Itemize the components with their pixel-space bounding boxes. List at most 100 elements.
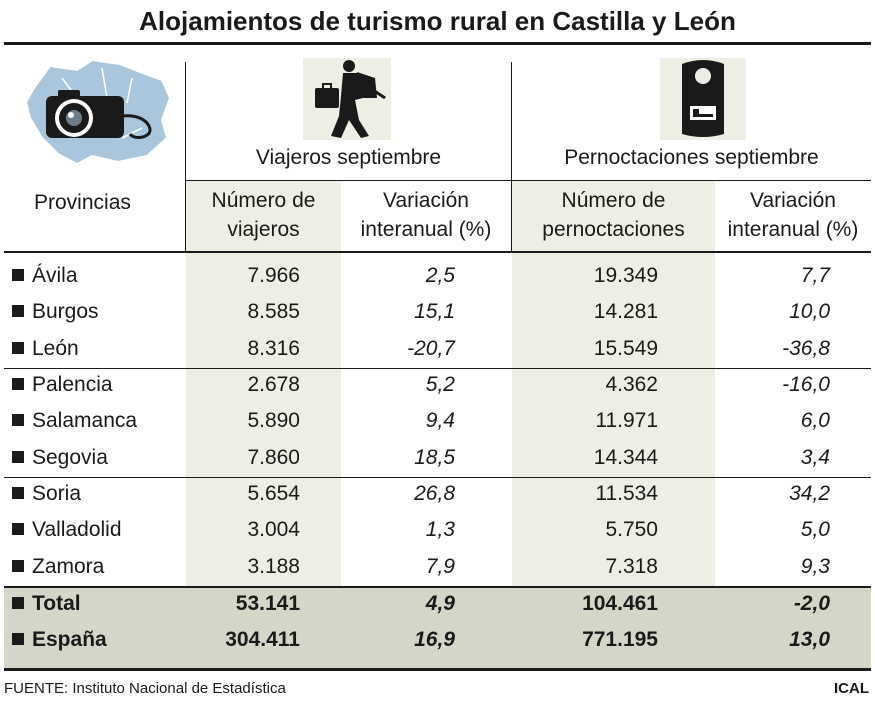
province-label: Valladolid [32, 518, 122, 541]
header-num-viajeros: Número de viajeros [211, 189, 316, 241]
map-with-camera-icon [22, 58, 172, 168]
square-bullet-icon [12, 342, 24, 354]
cell-viajeros: 5.890 [247, 409, 300, 432]
traveler-with-luggage-icon [303, 58, 391, 140]
cell-var_p: -2,0 [793, 592, 830, 615]
group-header-viajeros: Viajeros septiembre [255, 146, 442, 169]
cell-viajeros: 8.316 [247, 337, 300, 360]
province-name: Zamora [12, 549, 104, 585]
cell-var_v: 5,2 [425, 373, 455, 396]
totals-rule [4, 586, 871, 588]
viajeros-column-shade [186, 181, 341, 586]
header-var-pernoctaciones: Variación interanual (%) [727, 189, 859, 241]
cell-var_p: 9,3 [800, 555, 830, 578]
divider [185, 62, 186, 252]
province-label: Salamanca [32, 409, 138, 432]
cell-pernoct: 19.349 [593, 264, 658, 287]
province-label: Burgos [32, 300, 99, 323]
square-bullet-icon [12, 523, 24, 535]
province-name: Burgos [12, 294, 99, 330]
group-header-pernoctaciones: Pernoctaciones septiembre [564, 146, 819, 169]
group-rule [185, 180, 871, 181]
province-label: Soria [32, 482, 82, 505]
cell-var_p: -36,8 [782, 337, 830, 360]
cell-var_p: 5,0 [800, 518, 830, 541]
cell-viajeros: 7.860 [247, 446, 300, 469]
cell-pernoct: 14.281 [593, 300, 658, 323]
square-bullet-icon [12, 633, 24, 645]
page-title: Alojamientos de turismo rural en Castill… [139, 6, 736, 36]
cell-pernoct: 104.461 [582, 592, 658, 615]
header-num-pernoctaciones: Número de pernoctaciones [542, 189, 685, 241]
cell-var_v: 26,8 [414, 482, 455, 505]
cell-var_p: 34,2 [789, 482, 830, 505]
cell-pernoct: 7.318 [605, 555, 658, 578]
square-bullet-icon [12, 560, 24, 572]
cell-pernoct: 771.195 [582, 628, 658, 651]
province-name: Salamanca [12, 403, 137, 439]
province-name: León [12, 331, 79, 367]
cell-var_p: 13,0 [789, 628, 830, 651]
totals-shade [4, 586, 871, 668]
group-separator [4, 477, 871, 478]
group-separator [4, 368, 871, 369]
square-bullet-icon [12, 378, 24, 390]
cell-pernoct: 15.549 [593, 337, 658, 360]
square-bullet-icon [12, 269, 24, 281]
province-name: Ávila [12, 258, 78, 294]
square-bullet-icon [12, 487, 24, 499]
province-name: Palencia [12, 367, 113, 403]
cell-var_v: 9,4 [425, 409, 455, 432]
square-bullet-icon [12, 597, 24, 609]
header-provincias: Provincias [34, 191, 131, 214]
cell-var_v: 7,9 [425, 555, 455, 578]
square-bullet-icon [12, 451, 24, 463]
cell-var_p: 3,4 [800, 446, 830, 469]
square-bullet-icon [12, 414, 24, 426]
cell-var_v: 16,9 [414, 628, 455, 651]
cell-var_p: 6,0 [800, 409, 830, 432]
province-name: Valladolid [12, 512, 122, 548]
cell-pernoct: 11.534 [595, 482, 658, 505]
cell-viajeros: 3.188 [247, 555, 300, 578]
pernoctaciones-column-shade [512, 181, 715, 586]
cell-viajeros: 53.141 [235, 592, 300, 615]
province-name: Total [12, 586, 81, 622]
cell-viajeros: 304.411 [225, 628, 300, 651]
header-var-viajeros: Variación interanual (%) [360, 189, 492, 241]
divider [511, 62, 512, 252]
source-note: FUENTE: Instituto Nacional de Estadístic… [4, 680, 286, 697]
credit-logo: ICAL [834, 680, 869, 697]
cell-var_v: 4,9 [425, 592, 455, 615]
province-name: España [12, 622, 107, 658]
cell-var_p: -16,0 [782, 373, 830, 396]
cell-viajeros: 2.678 [247, 373, 300, 396]
cell-var_v: 18,5 [414, 446, 455, 469]
cell-var_v: 1,3 [425, 518, 455, 541]
cell-viajeros: 7.966 [247, 264, 300, 287]
cell-pernoct: 14.344 [593, 446, 658, 469]
header-rule [4, 251, 871, 253]
province-label: Zamora [32, 555, 105, 578]
province-label: España [32, 628, 107, 651]
cell-pernoct: 5.750 [605, 518, 658, 541]
province-label: Palencia [32, 373, 113, 396]
cell-var_p: 7,7 [800, 264, 830, 287]
cell-var_p: 10,0 [789, 300, 830, 323]
cell-pernoct: 11.971 [595, 409, 658, 432]
cell-var_v: 2,5 [425, 264, 455, 287]
bottom-rule [4, 668, 871, 671]
province-name: Segovia [12, 440, 108, 476]
cell-viajeros: 8.585 [247, 300, 300, 323]
province-label: Total [32, 592, 81, 615]
cell-pernoct: 4.362 [605, 373, 658, 396]
square-bullet-icon [12, 305, 24, 317]
province-label: Segovia [32, 446, 108, 469]
province-name: Soria [12, 476, 81, 512]
cell-viajeros: 3.004 [247, 518, 300, 541]
province-label: Ávila [32, 264, 78, 287]
cell-var_v: -20,7 [407, 337, 455, 360]
province-label: León [32, 337, 79, 360]
do-not-disturb-door-hanger-icon [660, 58, 746, 140]
cell-viajeros: 5.654 [247, 482, 300, 505]
